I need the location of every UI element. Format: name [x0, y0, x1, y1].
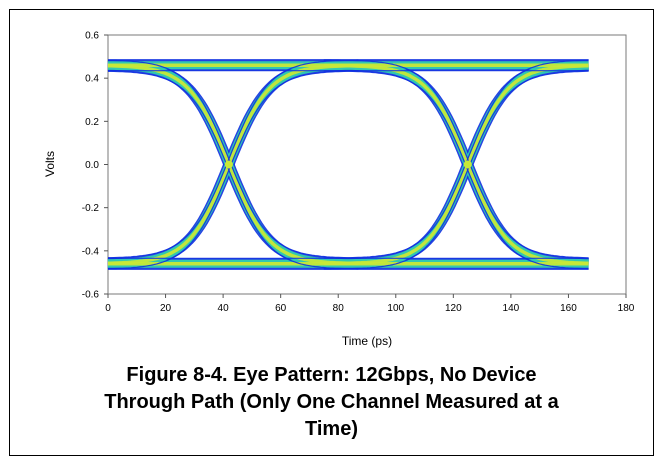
- x-tick-label: 80: [333, 303, 345, 314]
- falling-edge-trace: [323, 70, 589, 270]
- figure-caption: Figure 8-4. Eye Pattern: 12Gbps, No Devi…: [9, 362, 654, 443]
- falling-edge-trace: [107, 70, 359, 270]
- rising-edge-trace: [107, 59, 359, 259]
- figure-frame: [9, 9, 654, 456]
- caption-line-3: Time): [305, 418, 358, 440]
- x-axis-label: Time (ps): [342, 334, 392, 348]
- x-axis-ticks: 0 20 40 60 80 100 120 140 160 180: [105, 294, 635, 314]
- crossing-point: [224, 160, 233, 169]
- falling-edge-trace: [323, 59, 589, 259]
- caption-line-1: Figure 8-4. Eye Pattern: 12Gbps, No Devi…: [126, 364, 537, 386]
- y-axis-label: Volts: [43, 151, 57, 177]
- x-tick-label: 0: [105, 303, 111, 314]
- y-axis-ticks: 0.6 0.4 0.2 0.0 -0.2 -0.4 -0.6: [82, 31, 108, 301]
- plot-area: [107, 34, 627, 295]
- rising-edge-trace: [323, 63, 589, 266]
- x-tick-label: 60: [275, 303, 287, 314]
- y-tick-label: -0.4: [82, 246, 100, 257]
- x-tick-label: 20: [160, 303, 172, 314]
- rising-edge-trace: [323, 70, 589, 270]
- rising-edge-trace: [107, 63, 359, 266]
- falling-edge-trace: [323, 63, 589, 266]
- x-tick-label: 140: [503, 303, 520, 314]
- x-tick-label: 120: [445, 303, 462, 314]
- x-tick-label: 100: [387, 303, 404, 314]
- y-tick-label: -0.6: [82, 290, 100, 301]
- x-tick-label: 160: [560, 303, 577, 314]
- falling-edge-trace: [107, 63, 359, 266]
- rising-edge-trace: [323, 59, 589, 259]
- y-tick-label: 0.4: [85, 74, 99, 85]
- eye-traces: [105, 59, 592, 270]
- crossing-point: [463, 160, 472, 169]
- y-tick-label: -0.2: [82, 203, 100, 214]
- caption-line-2: Through Path (Only One Channel Measured …: [104, 391, 559, 413]
- rising-edge-trace: [107, 70, 359, 270]
- y-tick-label: 0.2: [85, 117, 99, 128]
- falling-edge-trace: [107, 59, 359, 259]
- x-tick-label: 40: [218, 303, 230, 314]
- x-tick-label: 180: [618, 303, 635, 314]
- y-tick-label: 0.6: [85, 31, 99, 42]
- y-tick-label: 0.0: [85, 160, 99, 171]
